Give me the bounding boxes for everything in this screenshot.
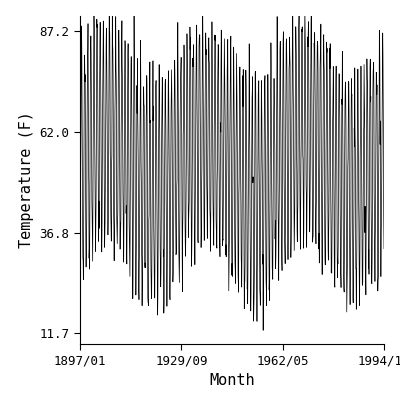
Y-axis label: Temperature (F): Temperature (F): [19, 112, 34, 248]
X-axis label: Month: Month: [209, 373, 255, 388]
